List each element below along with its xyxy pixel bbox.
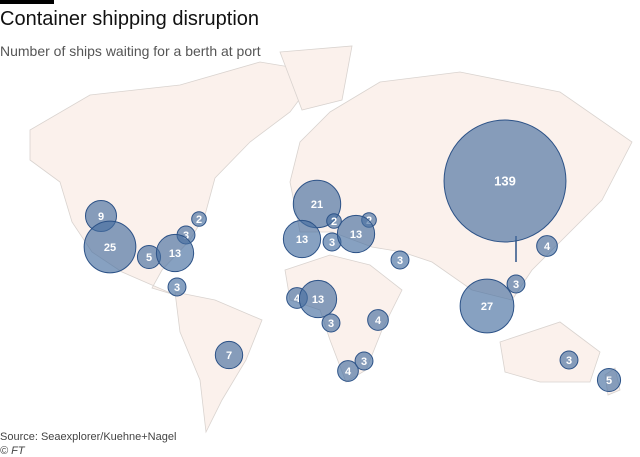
- bubble: [155, 233, 195, 273]
- bubble: [321, 313, 341, 333]
- bubble: [367, 309, 389, 331]
- bubble-label: 3: [174, 282, 180, 294]
- bubble-label: 13: [296, 234, 308, 246]
- bubble: [536, 235, 558, 257]
- bubble: [282, 219, 322, 259]
- bubble-label: 27: [481, 301, 493, 313]
- bubble: [83, 220, 137, 274]
- bubble-label: 4: [544, 241, 551, 253]
- bubble-label: 3: [513, 279, 519, 291]
- title: Container shipping disruption: [0, 8, 259, 30]
- bubble: [214, 340, 244, 370]
- bubble-label: 3: [361, 356, 367, 368]
- bubble-label: 139: [494, 173, 516, 188]
- bubble-label: 13: [169, 248, 181, 260]
- bubble-label: 7: [226, 350, 232, 362]
- bubble: [326, 213, 342, 229]
- bubble-label: 4: [294, 293, 301, 305]
- australia: [499, 321, 601, 383]
- bubble: [443, 119, 567, 243]
- bubble-label: 4: [375, 315, 382, 327]
- bubble: [336, 214, 376, 254]
- bubble-label: 5: [606, 375, 612, 387]
- bubble-label: 3: [329, 237, 335, 249]
- bubble-label: 3: [566, 355, 572, 367]
- bubble: [337, 360, 359, 382]
- bubble: [354, 351, 374, 371]
- bubble-label: 13: [350, 229, 362, 241]
- header-bar: [0, 0, 54, 4]
- bubble-label: 2: [331, 216, 337, 228]
- credit: © FT: [0, 445, 26, 457]
- bubble-label: 2: [196, 214, 202, 226]
- source: Source: Seaexplorer/Kuehne+Nagel: [0, 431, 176, 443]
- bubble-label: 25: [104, 242, 116, 254]
- bubble: [191, 211, 207, 227]
- bubble: [559, 350, 579, 370]
- bubble-label: 5: [146, 252, 152, 264]
- bubble-label: 9: [98, 211, 104, 223]
- bubble: [390, 250, 410, 270]
- bubble-label: 4: [345, 366, 352, 378]
- bubble-label: 13: [312, 294, 324, 306]
- bubble: [459, 278, 515, 334]
- bubble-label: 3: [328, 318, 334, 330]
- bubble: [298, 279, 338, 319]
- bubble: [596, 367, 622, 393]
- bubble: [167, 277, 187, 297]
- bubbles: 925235133721221331334133443139432735: [83, 119, 622, 393]
- subtitle: Number of ships waiting for a berth at p…: [0, 43, 261, 59]
- bubble-label: 3: [183, 230, 189, 242]
- bubble: [506, 274, 526, 294]
- bubble-label: 21: [311, 199, 323, 211]
- greenland: [279, 45, 353, 111]
- bubble-label: 3: [397, 255, 403, 267]
